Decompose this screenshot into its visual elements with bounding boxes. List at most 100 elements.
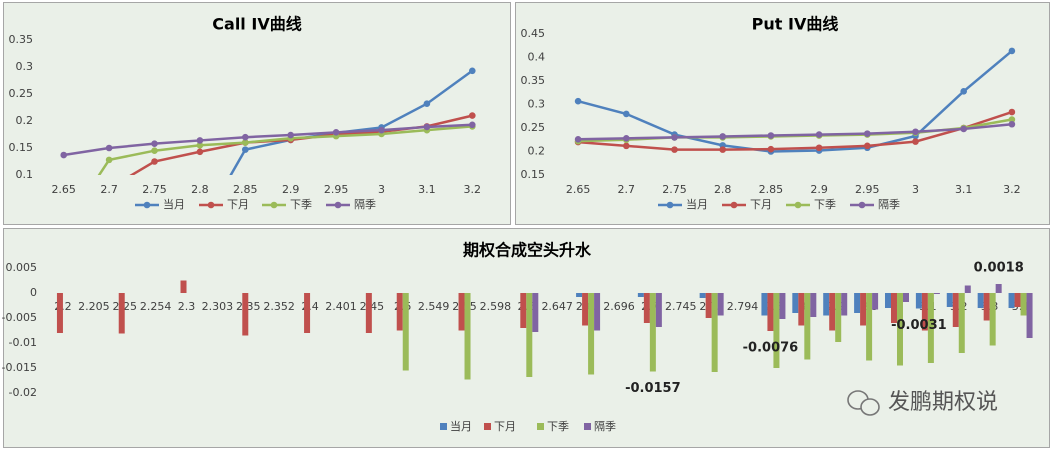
bar — [464, 293, 471, 380]
chart-title: Put IV曲线 — [752, 15, 839, 34]
y-tick-label: 0.15 — [9, 141, 34, 154]
bar — [1020, 293, 1027, 316]
bar — [804, 293, 811, 360]
chart-title: 期权合成空头升水 — [463, 241, 592, 260]
panel — [515, 2, 1050, 225]
y-tick-label: 0.45 — [521, 27, 546, 40]
bar — [526, 293, 533, 377]
x-tick-label: 3 — [912, 183, 919, 196]
plot-area — [574, 47, 1016, 155]
x-tick-label: 2.65 — [566, 183, 591, 196]
bar — [946, 293, 953, 307]
x-tick-label: 2.7 — [100, 183, 118, 196]
bar — [532, 293, 539, 332]
bar — [396, 293, 403, 331]
point — [469, 67, 476, 75]
y-tick-label: 0.3 — [528, 98, 546, 111]
point — [423, 100, 431, 108]
point — [242, 146, 249, 153]
y-tick-label: 0.15 — [521, 168, 546, 181]
y-tick-label: -0.01 — [9, 336, 37, 349]
point — [423, 123, 431, 131]
x-tick-label: 2.352 — [263, 300, 295, 313]
x-tick-label: 2.3 — [178, 300, 196, 313]
bar — [989, 293, 996, 346]
legend-marker — [270, 201, 278, 209]
watermark-icon — [847, 390, 880, 416]
x-tick-label: 2.696 — [603, 300, 635, 313]
y-tick-label: 0.2 — [16, 114, 34, 127]
x-tick-label: 3.2 — [464, 183, 482, 196]
point — [960, 125, 967, 133]
bar — [180, 280, 187, 293]
plot-area — [56, 280, 1033, 380]
legend-marker — [730, 201, 738, 209]
point — [623, 142, 630, 150]
y-tick-label: 0.005 — [6, 261, 38, 274]
point — [151, 147, 158, 154]
bar — [304, 293, 311, 333]
legend-label: 当月 — [686, 197, 708, 211]
bar — [1014, 293, 1021, 307]
bar — [896, 293, 903, 366]
x-tick-label: 2.9 — [282, 183, 300, 196]
point — [1008, 108, 1016, 116]
y-tick-label: 0 — [30, 286, 37, 299]
point — [767, 132, 775, 139]
point — [60, 151, 67, 159]
bar — [576, 293, 583, 297]
point — [1008, 47, 1016, 55]
legend-marker — [334, 201, 342, 209]
x-tick-label: 3 — [378, 183, 385, 196]
legend-label: 下季 — [547, 420, 569, 433]
point — [242, 139, 249, 146]
point — [469, 121, 476, 129]
point — [287, 131, 295, 139]
point — [912, 128, 919, 136]
bar — [921, 293, 928, 331]
legend-label: 下月 — [227, 198, 249, 211]
x-tick-label: 3.1 — [955, 183, 973, 196]
bar — [915, 293, 922, 309]
bar — [637, 293, 644, 297]
bar — [649, 293, 656, 372]
bar — [854, 293, 861, 313]
point — [196, 148, 204, 156]
bar — [933, 293, 940, 294]
bar — [902, 293, 909, 302]
point — [623, 135, 630, 142]
x-tick-label: 2.254 — [140, 300, 172, 313]
x-tick-label: 2.205 — [78, 300, 110, 313]
bar — [594, 293, 601, 331]
y-tick-label: -0.005 — [2, 311, 37, 324]
point — [912, 138, 919, 145]
bar — [866, 293, 873, 361]
x-tick-label: 2.745 — [665, 300, 697, 313]
bar — [884, 293, 891, 308]
bar — [983, 293, 990, 321]
legend-label: 当月 — [163, 197, 185, 211]
y-tick-label: 0.1 — [16, 168, 34, 181]
x-tick-label: 2.647 — [541, 300, 573, 313]
point — [815, 144, 823, 152]
y-tick-label: 0.35 — [521, 74, 546, 87]
point — [1008, 116, 1016, 123]
point — [378, 126, 385, 134]
bar — [841, 293, 848, 316]
x-tick-label: 2.85 — [233, 183, 258, 196]
legend-swatch — [537, 423, 544, 430]
bar — [118, 293, 125, 334]
legend-label: 下月 — [494, 420, 516, 433]
bar — [767, 293, 774, 331]
bar — [792, 293, 799, 313]
point — [574, 135, 582, 143]
point — [864, 142, 871, 150]
legend-label: 当月 — [450, 419, 472, 433]
x-tick-label: 2.85 — [759, 183, 784, 196]
x-tick-label: 2.794 — [727, 300, 759, 313]
x-tick-label: 2.95 — [855, 183, 880, 196]
point — [469, 112, 476, 119]
point — [671, 146, 678, 153]
series-line — [577, 49, 1013, 153]
